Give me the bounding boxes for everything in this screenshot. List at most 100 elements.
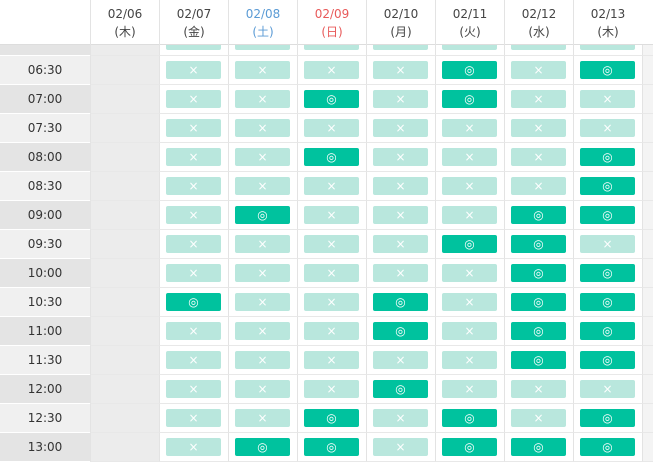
time-cell: 11:30: [0, 346, 90, 375]
weekday: (日): [321, 25, 343, 39]
unavailable-button: ×: [235, 409, 290, 427]
date: 02/10: [383, 7, 419, 21]
weekday: (月): [390, 25, 412, 39]
unavailable-button: ×: [373, 409, 428, 427]
available-button[interactable]: ◎: [511, 293, 566, 311]
unavailable-button: ×: [511, 409, 566, 427]
right-edge: [642, 317, 653, 346]
date: 02/11: [452, 7, 488, 21]
available-button[interactable]: ◎: [580, 206, 635, 224]
unavailable-button: ×: [511, 148, 566, 166]
available-button[interactable]: ◎: [442, 438, 497, 456]
header-cell: 02/13 (木): [573, 0, 642, 45]
available-button[interactable]: ◎: [580, 322, 635, 340]
available-button[interactable]: ◎: [511, 235, 566, 253]
unavailable-button: ×: [511, 119, 566, 137]
available-button[interactable]: ◎: [511, 351, 566, 369]
available-button[interactable]: ◎: [511, 206, 566, 224]
unavailable-button: ×: [580, 119, 635, 137]
unavailable-button: ×: [166, 90, 221, 108]
past-cell: [90, 143, 159, 172]
unavailable-button: ×: [235, 90, 290, 108]
right-edge: [642, 288, 653, 317]
available-button[interactable]: ◎: [580, 148, 635, 166]
past-cell: [90, 288, 159, 317]
available-button[interactable]: ◎: [373, 293, 428, 311]
unavailable-button: ×: [166, 119, 221, 137]
available-button[interactable]: ◎: [304, 438, 359, 456]
unavailable-button: ×: [442, 206, 497, 224]
weekday: (金): [183, 25, 205, 39]
unavailable-button: ×: [373, 61, 428, 79]
unavailable-button: ×: [304, 264, 359, 282]
unavailable-button: ×: [442, 177, 497, 195]
right-edge: [642, 143, 653, 172]
time-cell: 13:00: [0, 433, 90, 462]
right-edge: [642, 85, 653, 114]
unavailable-button: ×: [442, 293, 497, 311]
unavailable-button: ×: [442, 322, 497, 340]
unavailable-button: ×: [235, 264, 290, 282]
unavailable-button: ×: [304, 380, 359, 398]
unavailable-button: ×: [373, 148, 428, 166]
date: 02/13: [590, 7, 626, 21]
available-button[interactable]: ◎: [580, 293, 635, 311]
right-edge: [642, 346, 653, 375]
header-cell: 02/08 (土): [228, 0, 297, 45]
available-button[interactable]: ◎: [580, 409, 635, 427]
past-cell: [90, 201, 159, 230]
header-cell: 02/11 (火): [435, 0, 504, 45]
available-button[interactable]: ◎: [580, 438, 635, 456]
unavailable-button: ×: [580, 380, 635, 398]
unavailable-button: ×: [442, 119, 497, 137]
header-cell: 02/06 (木): [90, 0, 159, 45]
available-button[interactable]: ◎: [373, 322, 428, 340]
available-button[interactable]: ◎: [442, 90, 497, 108]
available-button[interactable]: ◎: [511, 264, 566, 282]
unavailable-button: ×: [166, 61, 221, 79]
available-button[interactable]: ◎: [580, 351, 635, 369]
time-cell: 09:00: [0, 201, 90, 230]
unavailable-button: ×: [373, 264, 428, 282]
weekday: (木): [114, 25, 136, 39]
available-button[interactable]: ◎: [235, 438, 290, 456]
past-cell: [90, 317, 159, 346]
time-cell: 10:00: [0, 259, 90, 288]
unavailable-button: ×: [304, 177, 359, 195]
past-cell: [90, 56, 159, 85]
available-button[interactable]: ◎: [304, 90, 359, 108]
available-button[interactable]: ◎: [373, 380, 428, 398]
past-cell: [90, 404, 159, 433]
time-cell: 11:00: [0, 317, 90, 346]
past-cell: [90, 85, 159, 114]
weekday: (水): [528, 25, 550, 39]
available-button[interactable]: ◎: [304, 409, 359, 427]
right-edge: [642, 56, 653, 85]
available-button[interactable]: ◎: [580, 177, 635, 195]
unavailable-button: ×: [166, 177, 221, 195]
unavailable-button: ×: [373, 438, 428, 456]
available-button[interactable]: ◎: [580, 61, 635, 79]
available-button[interactable]: ◎: [235, 206, 290, 224]
available-button[interactable]: ◎: [442, 61, 497, 79]
past-cell: [90, 433, 159, 462]
date: 02/12: [521, 7, 557, 21]
past-cell: [90, 230, 159, 259]
right-edge: [642, 172, 653, 201]
available-button[interactable]: ◎: [304, 148, 359, 166]
unavailable-button: ×: [166, 235, 221, 253]
header-cell: 02/07 (金): [159, 0, 228, 45]
unavailable-button: ×: [373, 90, 428, 108]
available-button[interactable]: ◎: [580, 264, 635, 282]
unavailable-button: ×: [373, 119, 428, 137]
available-button[interactable]: ◎: [442, 409, 497, 427]
available-button[interactable]: ◎: [511, 322, 566, 340]
past-cell: [90, 375, 159, 404]
unavailable-button: ×: [304, 119, 359, 137]
unavailable-button: ×: [235, 322, 290, 340]
unavailable-button: ×: [166, 438, 221, 456]
unavailable-button: ×: [304, 322, 359, 340]
available-button[interactable]: ◎: [511, 438, 566, 456]
available-button[interactable]: ◎: [166, 293, 221, 311]
available-button[interactable]: ◎: [442, 235, 497, 253]
